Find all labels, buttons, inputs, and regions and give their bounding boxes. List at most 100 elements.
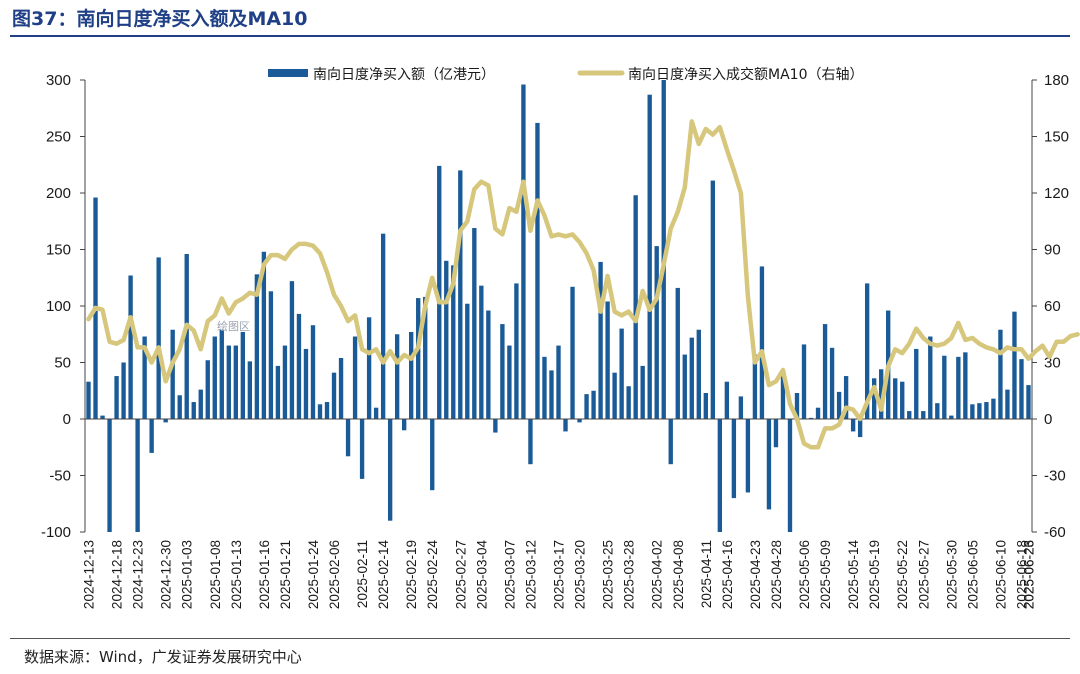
x-tick-label: 2025-01-13	[229, 540, 244, 609]
bar	[907, 411, 912, 419]
bar	[366, 317, 372, 419]
bar	[893, 378, 898, 419]
bar	[156, 257, 161, 419]
bar	[373, 407, 379, 419]
legend-bar-swatch	[268, 69, 308, 77]
right-tick-label: -30	[1044, 468, 1066, 485]
bar	[794, 393, 800, 419]
bar	[815, 407, 821, 419]
bar	[661, 80, 666, 419]
bar	[633, 195, 638, 419]
bar	[619, 328, 624, 419]
bar	[212, 336, 217, 419]
bar	[247, 361, 253, 419]
legend: 南向日度净买入额（亿港元） 南向日度净买入成交额MA10（右轴）	[268, 66, 863, 83]
bar	[850, 419, 856, 432]
bar	[731, 419, 737, 499]
x-tick-label: 2025-05-14	[846, 540, 861, 610]
bar	[170, 329, 175, 419]
bar	[864, 283, 870, 419]
bar	[857, 419, 863, 438]
bar	[402, 419, 407, 431]
bar	[107, 419, 112, 532]
bar	[591, 390, 596, 419]
x-tick-label: 2025-06-26	[1021, 540, 1036, 609]
x-tick-label: 2025-04-23	[748, 540, 763, 609]
x-tick-label: 2025-06-10	[993, 540, 1008, 609]
bar	[668, 419, 673, 465]
bar	[542, 356, 547, 419]
bar	[444, 260, 449, 419]
bar	[177, 395, 182, 419]
bar	[416, 298, 421, 419]
bar	[240, 331, 246, 419]
bar	[352, 336, 358, 419]
x-tick-label: 2025-03-07	[502, 540, 517, 609]
x-tick-label: 2025-05-30	[944, 540, 959, 609]
left-tick-label: 200	[46, 185, 71, 202]
bar	[1012, 311, 1017, 419]
bar	[345, 419, 351, 457]
left-tick-label: 100	[46, 298, 71, 315]
x-tick-label: 2025-01-03	[180, 540, 195, 609]
x-tick-label: 2025-04-08	[671, 540, 686, 609]
bar	[114, 376, 119, 419]
bar	[521, 84, 526, 420]
bar	[640, 365, 645, 419]
x-tick-label: 2024-12-30	[159, 540, 174, 609]
bar	[528, 419, 533, 465]
x-tick-label: 2025-05-09	[818, 540, 833, 609]
bar	[205, 360, 210, 419]
bar	[500, 324, 505, 419]
bar	[612, 372, 617, 419]
bar	[303, 348, 309, 419]
bar	[871, 378, 877, 419]
x-tick-label: 2025-03-17	[552, 540, 567, 609]
bar	[773, 419, 779, 448]
bar	[970, 404, 975, 419]
left-tick-label: -100	[41, 524, 71, 541]
x-tick-label: 2025-02-11	[355, 540, 370, 608]
x-tick-label: 2025-02-06	[327, 540, 342, 609]
bar	[289, 281, 295, 419]
bar	[331, 372, 337, 419]
bar	[843, 376, 849, 419]
bar	[317, 404, 323, 419]
ma10-line	[86, 119, 1080, 450]
right-tick-label: 90	[1044, 242, 1061, 259]
x-tick-label: 2025-06-23	[1021, 540, 1036, 609]
right-tick-label: 30	[1044, 355, 1061, 372]
x-tick-label: 2025-03-04	[474, 540, 489, 610]
bar	[584, 394, 589, 419]
x-tick-label: 2025-05-19	[867, 540, 882, 609]
bar	[556, 345, 561, 419]
bar	[703, 393, 708, 419]
bar	[605, 301, 610, 419]
bar	[437, 165, 442, 419]
bar	[226, 345, 231, 419]
bar	[787, 419, 793, 532]
x-tick-label: 2025-03-12	[523, 540, 538, 609]
bar	[135, 419, 140, 532]
bar	[149, 419, 154, 453]
figure-title: 图37：南向日度净买入额及MA10	[12, 8, 308, 30]
bar	[696, 329, 701, 419]
right-tick-label: 120	[1044, 185, 1069, 202]
left-tick-label: 50	[54, 355, 71, 372]
right-tick-label: 0	[1044, 411, 1052, 428]
legend-line-label: 南向日度净买入成交额MA10（右轴）	[628, 66, 863, 83]
bar	[1026, 385, 1031, 419]
bar	[682, 354, 687, 419]
bar	[191, 402, 196, 419]
bar	[759, 266, 765, 419]
right-tick-label: 180	[1044, 72, 1069, 89]
bar	[654, 246, 659, 419]
x-tick-label: 2024-12-18	[110, 540, 125, 609]
left-tick-label: -50	[49, 468, 71, 485]
bar	[710, 180, 715, 419]
bar	[928, 336, 933, 419]
bar	[310, 325, 316, 419]
bar	[598, 261, 603, 419]
x-tick-label: 2025-01-24	[306, 540, 321, 610]
